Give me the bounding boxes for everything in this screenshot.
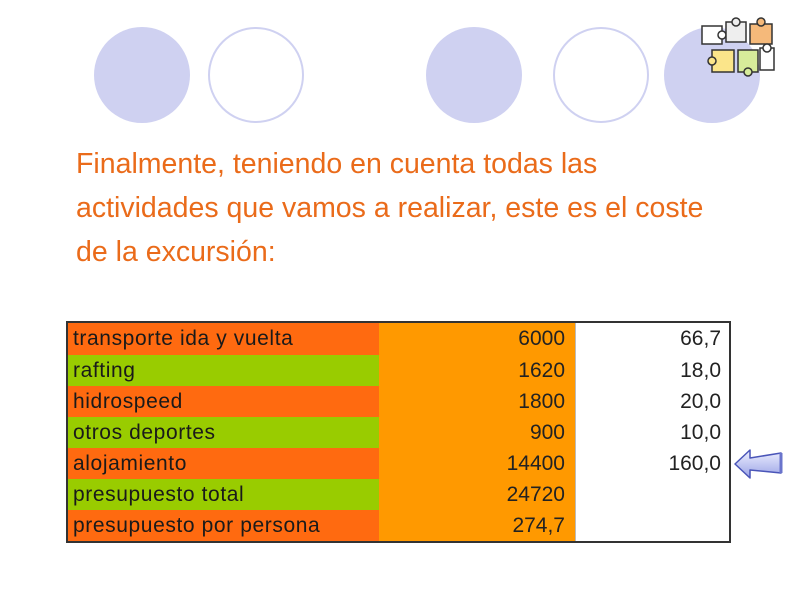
decorative-circle-1 — [94, 27, 190, 123]
row-per-person: 10,0 — [575, 417, 729, 448]
table-row: hidrospeed 1800 20,0 — [68, 386, 729, 417]
row-total: 900 — [379, 417, 575, 448]
row-label: alojamiento — [68, 448, 379, 479]
table-row: rafting 1620 18,0 — [68, 355, 729, 386]
decorative-circle-2 — [208, 27, 304, 123]
table-row: presupuesto por persona 274,7 — [68, 510, 729, 541]
row-total: 1800 — [379, 386, 575, 417]
row-per-person: 18,0 — [575, 355, 729, 386]
row-label: presupuesto por persona — [68, 510, 379, 541]
row-total: 14400 — [379, 448, 575, 479]
row-total: 24720 — [379, 479, 575, 510]
table-row: alojamiento 14400 160,0 — [68, 448, 729, 479]
row-per-person: 160,0 — [575, 448, 729, 479]
decorative-circle-3 — [426, 27, 522, 123]
row-per-person: 66,7 — [575, 323, 729, 355]
row-label: hidrospeed — [68, 386, 379, 417]
arrow-left-icon — [734, 449, 783, 479]
row-total: 6000 — [379, 323, 575, 355]
table-row: otros deportes 900 10,0 — [68, 417, 729, 448]
cost-table: transporte ida y vuelta 6000 66,7 raftin… — [66, 321, 731, 543]
table-row: presupuesto total 24720 — [68, 479, 729, 510]
row-label: transporte ida y vuelta — [68, 323, 379, 355]
row-per-person: 20,0 — [575, 386, 729, 417]
row-label: otros deportes — [68, 417, 379, 448]
row-per-person — [575, 510, 729, 541]
row-per-person — [575, 479, 729, 510]
puzzle-pieces-icon — [701, 17, 775, 77]
intro-text: Finalmente, teniendo en cuenta todas las… — [76, 148, 704, 268]
decorative-circle-4 — [553, 27, 649, 123]
row-total: 1620 — [379, 355, 575, 386]
table-row: transporte ida y vuelta 6000 66,7 — [68, 323, 729, 355]
row-total: 274,7 — [379, 510, 575, 541]
row-label: rafting — [68, 355, 379, 386]
row-label: presupuesto total — [68, 479, 379, 510]
